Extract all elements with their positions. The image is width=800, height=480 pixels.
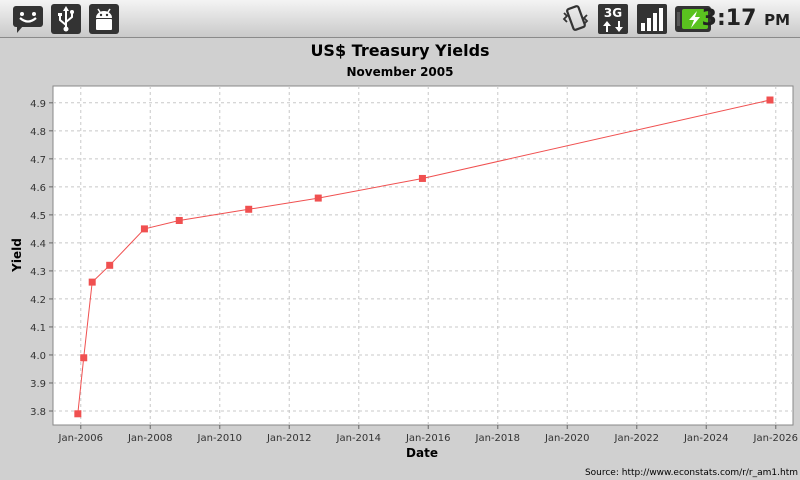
y-tick-label: 4.6 (30, 183, 46, 194)
data-point (175, 216, 183, 224)
y-tick-label: 4.1 (30, 323, 46, 334)
series-line (77, 99, 771, 414)
android-debug-icon[interactable] (88, 3, 120, 35)
clock-ampm: PM (764, 11, 790, 29)
network-3g-icon: 3G (598, 4, 628, 34)
y-tick-label: 3.9 (30, 379, 46, 390)
y-tick-label: 4.7 (30, 155, 46, 166)
vibrate-icon (562, 5, 589, 31)
x-tick-label: Jan-2024 (683, 433, 728, 444)
y-tick-label: 4.8 (30, 127, 46, 138)
data-point (88, 278, 96, 286)
x-tick-label: Jan-2018 (475, 433, 520, 444)
x-tick-label: Jan-2008 (127, 433, 172, 444)
y-tick-label: 4.9 (30, 99, 46, 110)
x-axis-label: Date (406, 446, 438, 460)
chart-subtitle: November 2005 (347, 65, 454, 79)
x-tick-label: Jan-2022 (614, 433, 659, 444)
data-point (314, 194, 322, 202)
treasury-yield-chart: US$ Treasury Yields November 2005 3.8 3.9… (10, 41, 798, 478)
y-axis-ticks: 3.8 3.9 4.0 4.1 4.2 4.3 4.4 4.5 4.6 4.7 4.8 4.9 (30, 99, 53, 418)
y-tick-label: 4.5 (30, 211, 46, 222)
network-3g-label: 3G (604, 6, 622, 20)
data-point (140, 225, 148, 233)
y-tick-label: 4.2 (30, 295, 46, 306)
x-tick-label: Jan-2014 (336, 433, 381, 444)
x-tick-label: Jan-2006 (58, 433, 103, 444)
data-point (106, 261, 114, 269)
source-note: Source: http://www.econstats.com/r/r_am1… (585, 468, 798, 478)
grid-lines (53, 86, 793, 425)
y-tick-label: 4.4 (30, 239, 46, 250)
y-tick-label: 4.0 (30, 351, 46, 362)
chart-container: US$ Treasury Yields November 2005 3.8 3.9… (0, 38, 800, 480)
signal-strength-icon (637, 4, 667, 34)
data-point (245, 205, 253, 213)
data-point (74, 410, 82, 418)
series-markers (74, 96, 774, 418)
data-point (80, 354, 88, 362)
x-tick-label: Jan-2026 (753, 433, 798, 444)
data-point (418, 174, 426, 182)
chart-title: US$ Treasury Yields (310, 41, 489, 60)
x-tick-label: Jan-2016 (405, 433, 450, 444)
battery-charging-icon (675, 6, 711, 32)
plot-area (52, 85, 794, 426)
status-bar: 3G 3:17 PM (0, 0, 800, 38)
y-tick-label: 3.8 (30, 407, 46, 418)
usb-icon[interactable] (50, 3, 82, 35)
status-clock[interactable]: 3:17 PM (702, 4, 790, 34)
x-axis-ticks: Jan-2006 Jan-2008 Jan-2010 Jan-2012 Jan-2014… (58, 425, 798, 444)
clock-time: 3:17 (701, 6, 757, 31)
y-tick-label: 4.3 (30, 267, 46, 278)
x-tick-label: Jan-2012 (266, 433, 311, 444)
data-point (766, 96, 774, 104)
x-tick-label: Jan-2020 (544, 433, 589, 444)
x-tick-label: Jan-2010 (197, 433, 242, 444)
y-axis-label: Yield (10, 238, 24, 273)
chat-notification-icon[interactable] (12, 3, 44, 35)
